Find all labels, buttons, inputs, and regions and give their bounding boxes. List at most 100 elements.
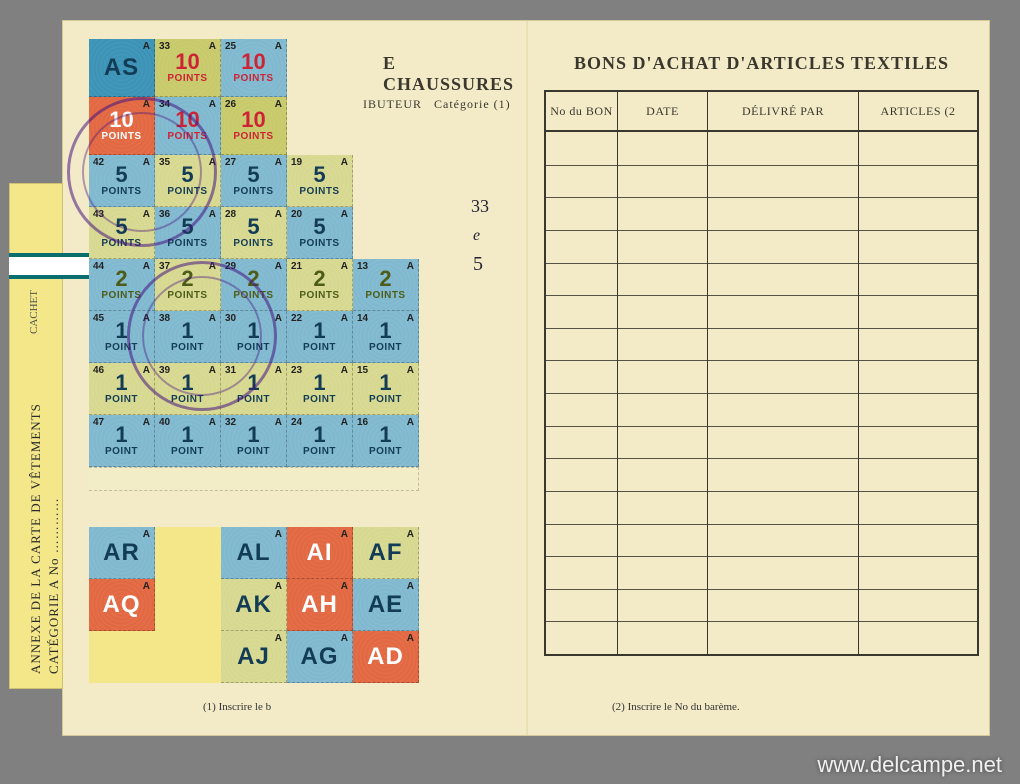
stamp-row: 45A1POINT38A1POINT30A1POINT22A1POINT14A1…	[89, 311, 499, 363]
stamp-20: 20A5POINTS	[287, 207, 353, 259]
stamp-selvage	[89, 467, 419, 491]
stamp-AK: AAK	[221, 579, 287, 631]
table-row-line	[708, 197, 858, 198]
table-header: No du BON DATE DÉLIVRÉ PAR ARTICLES (2	[546, 92, 977, 132]
letter-row: AAQAAKAAHAAE	[89, 579, 499, 631]
stamp-row: 44A2POINTS37A2POINTS29A2POINTS21A2POINTS…	[89, 259, 499, 311]
table-row-line	[618, 197, 707, 198]
table-row-line	[546, 556, 617, 557]
stamp-16: 16A1POINT	[353, 415, 419, 467]
table-row-line	[546, 295, 617, 296]
table-row-line	[546, 426, 617, 427]
stamp-31: 31A1POINT	[221, 363, 287, 415]
col-date: DATE	[618, 92, 708, 130]
stamp-40: 40A1POINT	[155, 415, 221, 467]
stamp-AJ: AAJ	[221, 631, 287, 683]
stamp-39: 39A1POINT	[155, 363, 221, 415]
table-row-line	[708, 426, 858, 427]
table-row-line	[708, 328, 858, 329]
stamp-24: 24A1POINT	[287, 415, 353, 467]
stamp-25: 25A10POINTS	[221, 39, 287, 97]
stamp-AH: AAH	[287, 579, 353, 631]
table-row-line	[708, 556, 858, 557]
table-row-line	[618, 621, 707, 622]
stamp-undefined: A10POINTS	[89, 97, 155, 155]
table-row-line	[618, 360, 707, 361]
stamp-26: 26A10POINTS	[221, 97, 287, 155]
table-row-line	[708, 393, 858, 394]
table-row-line	[859, 556, 977, 557]
stamp-29: 29A2POINTS	[221, 259, 287, 311]
table-row-line	[708, 230, 858, 231]
stamp-23: 23A1POINT	[287, 363, 353, 415]
table-row-line	[708, 524, 858, 525]
stamp-47: 47A1POINT	[89, 415, 155, 467]
stamp-code-AS: AAS	[89, 39, 155, 97]
stamp-43: 43A5POINTS	[89, 207, 155, 259]
table-row-line	[859, 295, 977, 296]
table-row-line	[859, 263, 977, 264]
stamp-30: 30A1POINT	[221, 311, 287, 363]
col-delivre: DÉLIVRÉ PAR	[708, 92, 859, 130]
table-row-line	[618, 524, 707, 525]
table-row-line	[546, 393, 617, 394]
letter-row: AAJAAGAAD	[89, 631, 499, 683]
table-row-line	[546, 458, 617, 459]
left-footnote: (1) Inscrire le b	[203, 701, 271, 713]
stamp-row: 42A5POINTS35A5POINTS27A5POINTS19A5POINTS	[89, 155, 499, 207]
table-row-line	[546, 589, 617, 590]
table-row-line	[708, 491, 858, 492]
table-row-line	[546, 621, 617, 622]
col-bon: No du BON	[546, 92, 618, 130]
stamp-row: 46A1POINT39A1POINT31A1POINT23A1POINT15A1…	[89, 363, 499, 415]
table-row-line	[708, 165, 858, 166]
table-row-line	[618, 491, 707, 492]
right-title: BONS D'ACHAT D'ARTICLES TEXTILES	[544, 53, 979, 74]
table-row-line	[618, 393, 707, 394]
table-row-line	[618, 230, 707, 231]
table-row-line	[708, 263, 858, 264]
stamp-row: 43A5POINTS36A5POINTS28A5POINTS20A5POINTS	[89, 207, 499, 259]
table-row-line	[859, 426, 977, 427]
table-row-line	[546, 491, 617, 492]
stamp-AG: AAG	[287, 631, 353, 683]
table-row-line	[859, 328, 977, 329]
table-body	[546, 132, 977, 654]
stamp-AR: AAR	[89, 527, 155, 579]
letter-row: AARAALAAIAAF	[89, 527, 499, 579]
table-row-line	[859, 197, 977, 198]
table-row-line	[546, 524, 617, 525]
stamp-22: 22A1POINT	[287, 311, 353, 363]
stamp-45: 45A1POINT	[89, 311, 155, 363]
table-row-line	[859, 360, 977, 361]
table-row-line	[618, 589, 707, 590]
table-row-line	[859, 589, 977, 590]
stamp-27: 27A5POINTS	[221, 155, 287, 207]
stamp-AF: AAF	[353, 527, 419, 579]
stamp-28: 28A5POINTS	[221, 207, 287, 259]
stamp-AL: AAL	[221, 527, 287, 579]
stamp-missing	[155, 631, 221, 683]
table-row-line	[618, 165, 707, 166]
stamps-sheet: AAS33A10POINTS25A10POINTS A10POINTS34A10P…	[89, 39, 499, 683]
table-row-line	[618, 556, 707, 557]
stamp-42: 42A5POINTS	[89, 155, 155, 207]
stamp-13: 13A2POINTS	[353, 259, 419, 311]
table-row-line	[859, 621, 977, 622]
stamp-missing	[89, 631, 155, 683]
stamp-row: 47A1POINT40A1POINT32A1POINT24A1POINT16A1…	[89, 415, 499, 467]
stamp-33: 33A10POINTS	[155, 39, 221, 97]
col-articles: ARTICLES (2	[859, 92, 977, 130]
watermark: www.delcampe.net	[817, 752, 1002, 778]
table-row-line	[708, 589, 858, 590]
annex-line2: CATÉGORIE A No …………	[46, 497, 62, 674]
table-row-line	[546, 360, 617, 361]
stamp-14: 14A1POINT	[353, 311, 419, 363]
table-row-line	[859, 524, 977, 525]
cachet-label: CACHET	[28, 290, 40, 334]
table-row-line	[708, 621, 858, 622]
stamp-34: 34A10POINTS	[155, 97, 221, 155]
annex-line1: ANNEXE DE LA CARTE DE VÊTEMENTS	[28, 403, 44, 674]
table-row-line	[618, 295, 707, 296]
stamp-46: 46A1POINT	[89, 363, 155, 415]
